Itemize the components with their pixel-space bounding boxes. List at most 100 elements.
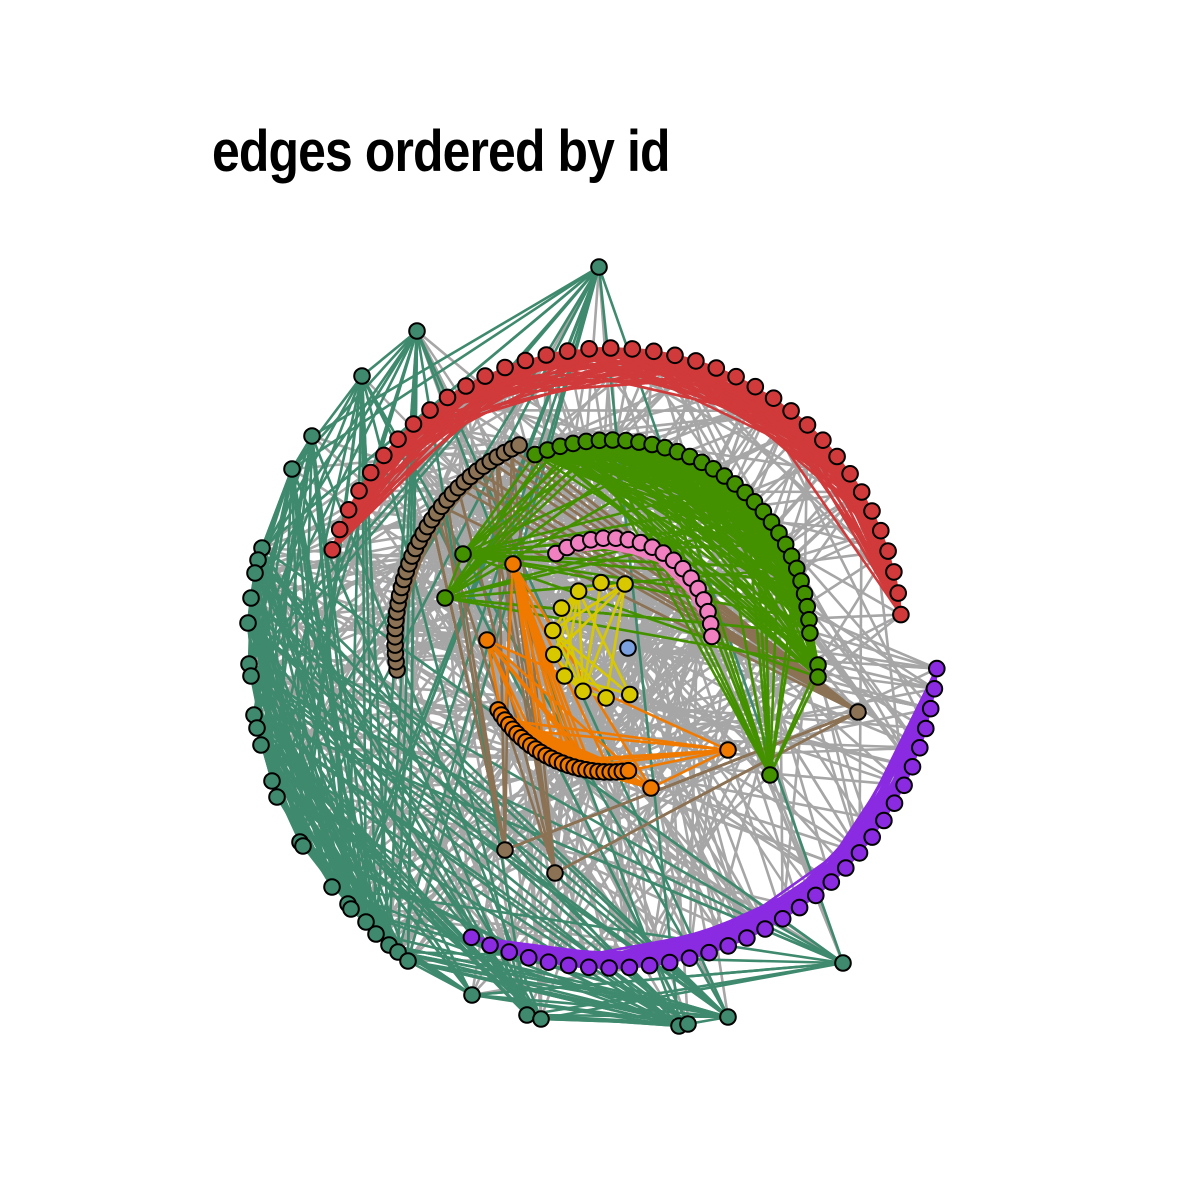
yellow-node <box>544 621 562 640</box>
yellow-edge <box>581 583 627 692</box>
green-node <box>454 545 472 563</box>
teal-edge <box>260 547 350 905</box>
red-edge <box>447 346 612 399</box>
green-edge <box>444 596 819 667</box>
teal-edge <box>249 597 334 888</box>
purple-node <box>660 953 679 972</box>
inter-group-edge <box>627 647 771 776</box>
red-node <box>666 346 684 365</box>
orange-node <box>719 741 737 759</box>
inter-group-edge <box>806 605 921 749</box>
teal-node <box>532 1010 550 1028</box>
orange-edge <box>504 718 729 752</box>
purple-node <box>822 873 841 891</box>
green-edge <box>585 440 787 546</box>
green-edge <box>768 676 820 776</box>
green-edge <box>663 446 806 595</box>
teal-edge <box>526 1013 729 1019</box>
teal-node <box>268 788 286 806</box>
nodes <box>239 258 946 1035</box>
teal-node <box>342 900 360 918</box>
yellow-node <box>574 682 592 701</box>
teal-node <box>719 1008 737 1026</box>
teal-edge <box>407 959 689 1026</box>
red-node <box>476 367 494 385</box>
inter-group-edge <box>627 647 817 897</box>
teal-node <box>408 322 426 340</box>
teal-edge <box>311 265 600 438</box>
red-edge <box>715 366 851 475</box>
red-node <box>323 541 342 559</box>
red-node <box>863 502 881 520</box>
red-node <box>438 388 457 407</box>
purple-node <box>807 886 825 905</box>
red-edge <box>588 347 756 388</box>
green-node <box>761 766 779 784</box>
teal-node <box>834 954 852 972</box>
teal-edge <box>407 959 473 997</box>
green-edge <box>444 596 811 635</box>
red-node <box>330 520 349 539</box>
red-node <box>798 416 817 434</box>
red-node <box>580 340 598 358</box>
teal-edge <box>257 559 680 1027</box>
purple-node <box>895 776 913 795</box>
teal-node <box>399 952 417 970</box>
orange-node <box>478 631 496 649</box>
green-edge <box>443 449 549 599</box>
red-node <box>389 430 407 449</box>
purple-node <box>756 920 774 938</box>
brown-edge <box>495 456 557 874</box>
teal-edge <box>290 375 364 470</box>
yellow-edge <box>551 629 608 699</box>
teal-edge <box>597 266 681 1027</box>
green-edge <box>444 455 691 600</box>
teal-edge <box>361 329 418 378</box>
green-node <box>436 589 454 607</box>
yellow-node <box>616 575 634 593</box>
orange-edge <box>511 563 582 770</box>
yellow-edge <box>577 591 585 692</box>
teal-edge <box>397 950 729 1019</box>
red-edge <box>631 347 851 475</box>
purple-node <box>773 910 792 928</box>
purple-edge <box>489 944 690 960</box>
red-node <box>558 342 577 360</box>
teal-edge <box>275 468 294 798</box>
yellow-node <box>597 689 615 707</box>
red-node <box>828 447 846 466</box>
purple-node <box>640 956 659 975</box>
yellow-node <box>552 599 571 617</box>
green-edge <box>444 440 588 599</box>
purple-edge <box>568 927 766 967</box>
teal-node <box>248 719 266 737</box>
purple-edge <box>649 880 832 967</box>
teal-edge <box>250 266 600 677</box>
red-node <box>339 501 358 519</box>
purple-node <box>680 949 699 968</box>
red-node <box>350 482 368 500</box>
red-node <box>496 358 514 377</box>
red-node <box>516 351 535 370</box>
teal-edge <box>331 885 844 965</box>
purple-node <box>700 943 718 962</box>
red-edge <box>347 385 467 511</box>
red-node <box>872 521 890 540</box>
red-node <box>764 389 783 408</box>
teal-node <box>367 925 385 943</box>
purple-node <box>462 928 481 947</box>
purple-node <box>925 680 944 698</box>
yellow-node <box>545 645 563 664</box>
green-edge <box>462 445 562 555</box>
green-edge <box>444 510 764 600</box>
inter-group-edge <box>626 647 749 939</box>
blue-node <box>619 639 637 657</box>
orange-edge <box>503 563 515 721</box>
brown-edge <box>504 710 859 852</box>
teal-node <box>590 258 608 276</box>
red-node <box>746 377 765 396</box>
red-edge <box>447 366 717 399</box>
purple-node <box>837 859 855 877</box>
red-node <box>361 463 380 482</box>
brown-edge <box>554 710 859 875</box>
